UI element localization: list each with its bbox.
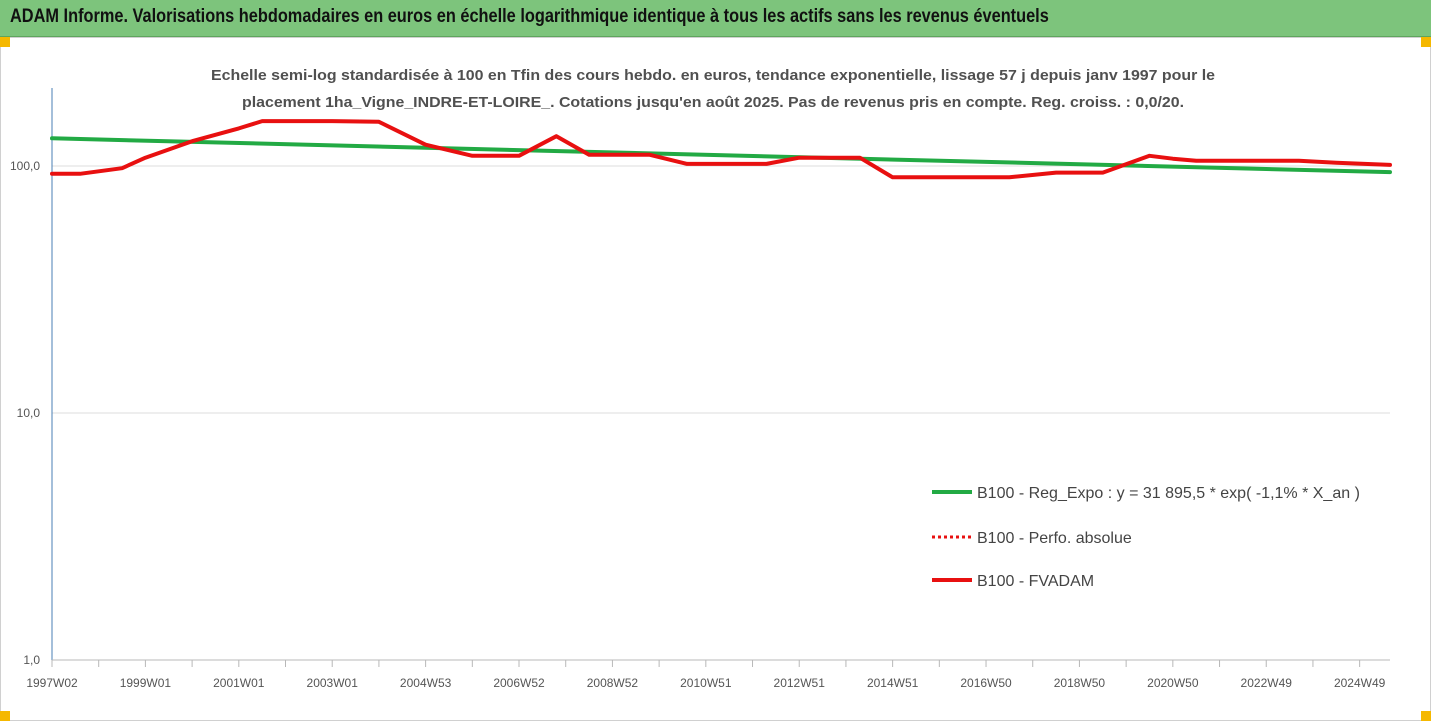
x-tick-label: 2020W50: [1147, 676, 1199, 690]
corner-handle-top-right[interactable]: [1421, 37, 1431, 47]
legend-item-reg-expo-label: B100 - Reg_Expo : y = 31 895,5 * exp( -1…: [977, 485, 1360, 502]
x-tick-label: 2004W53: [400, 676, 452, 690]
corner-handle-bottom-left[interactable]: [0, 711, 10, 721]
x-tick-label: 1999W01: [120, 676, 172, 690]
legend-item-fvadam-label: B100 - FVADAM: [977, 573, 1094, 590]
chart-subtitle-line-1: Echelle semi-log standardisée à 100 en T…: [211, 67, 1215, 84]
series-lines: [50, 119, 1392, 180]
x-tick-label: 2014W51: [867, 676, 919, 690]
gridlines: [52, 165, 1390, 661]
x-tick-label: 2012W51: [774, 676, 826, 690]
x-tick-label: 2003W01: [307, 676, 359, 690]
x-tick-label: 1997W02: [26, 676, 78, 690]
chart-subtitle-line-2: placement 1ha_Vigne_INDRE-ET-LOIRE_. Cot…: [242, 94, 1184, 111]
corner-handle-bottom-right[interactable]: [1421, 711, 1431, 721]
y-tick-label: 10,0: [17, 406, 41, 420]
banner-title: ADAM Informe. Valorisations hebdomadaire…: [10, 6, 1049, 27]
title-banner: ADAM Informe. Valorisations hebdomadaire…: [0, 0, 1431, 37]
x-tick-label: 2006W52: [493, 676, 545, 690]
legend: B100 - Reg_Expo : y = 31 895,5 * exp( -1…: [932, 485, 1360, 590]
series-trend-line: [50, 136, 1392, 175]
x-tick-label: 2001W01: [213, 676, 265, 690]
x-tick-label: 2016W50: [960, 676, 1012, 690]
x-tick-label: 2022W49: [1241, 676, 1293, 690]
y-tick-label: 1,0: [23, 653, 40, 667]
x-tick-label: 2024W49: [1334, 676, 1386, 690]
legend-item-perfo-absolue-label: B100 - Perfo. absolue: [977, 530, 1132, 547]
series-fvadam-line: [50, 119, 1392, 180]
axes: 1,0 10,0 100,0 1997W02 1999W01 2001W01 2003W01…: [10, 88, 1390, 690]
y-tick-label: 100,0: [10, 159, 40, 173]
x-tick-label: 2010W51: [680, 676, 732, 690]
corner-handle-top-left[interactable]: [0, 37, 10, 47]
x-tick-label: 2008W52: [587, 676, 639, 690]
x-tick-label: 2018W50: [1054, 676, 1106, 690]
